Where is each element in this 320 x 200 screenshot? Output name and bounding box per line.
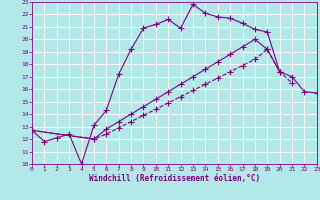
X-axis label: Windchill (Refroidissement éolien,°C): Windchill (Refroidissement éolien,°C) — [89, 174, 260, 183]
